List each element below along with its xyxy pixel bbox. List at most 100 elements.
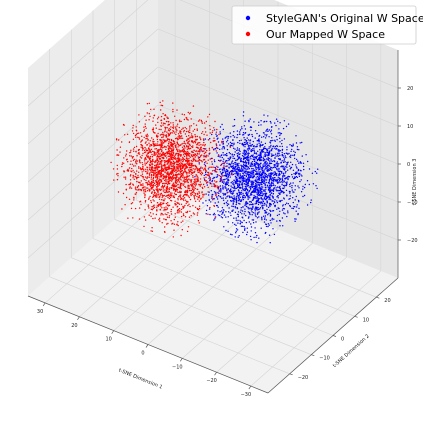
data-point: [287, 203, 289, 205]
data-point: [263, 179, 265, 181]
grid-line-y-floor: [71, 257, 312, 355]
data-point: [166, 216, 169, 218]
data-point: [257, 189, 260, 191]
data-point: [133, 150, 135, 152]
data-point: [202, 147, 205, 150]
data-point: [213, 205, 216, 207]
data-point: [244, 152, 247, 155]
data-point: [225, 211, 227, 213]
data-point: [204, 143, 206, 146]
data-point: [135, 145, 138, 148]
data-point: [253, 152, 256, 155]
data-point: [219, 211, 221, 213]
data-point: [213, 127, 215, 129]
data-point: [289, 191, 291, 193]
data-point: [180, 170, 183, 172]
data-point: [296, 176, 299, 179]
data-point: [223, 202, 225, 205]
data-point: [205, 200, 207, 202]
data-point: [212, 177, 214, 180]
data-point: [234, 167, 237, 169]
data-point: [161, 194, 163, 197]
data-point: [250, 144, 252, 146]
data-point: [260, 196, 262, 198]
data-point: [152, 117, 154, 119]
data-point: [167, 160, 169, 162]
data-point: [161, 207, 163, 209]
data-point: [129, 179, 132, 181]
data-point: [263, 204, 265, 206]
data-point: [145, 179, 147, 182]
data-point: [172, 111, 174, 113]
data-point: [142, 165, 144, 168]
data-point: [248, 147, 250, 149]
data-point: [135, 133, 137, 136]
data-point: [186, 173, 188, 175]
data-point: [272, 172, 274, 174]
data-point: [271, 219, 273, 221]
data-point: [251, 194, 253, 196]
data-point: [157, 165, 159, 167]
data-point: [262, 186, 264, 188]
data-point: [180, 234, 182, 237]
data-point: [265, 181, 267, 184]
data-point: [208, 208, 211, 210]
data-point: [156, 134, 158, 136]
data-point: [260, 152, 262, 154]
data-point: [140, 140, 143, 142]
data-point: [146, 144, 148, 146]
data-point: [210, 141, 212, 144]
data-point: [117, 175, 119, 177]
data-point: [182, 156, 184, 159]
data-point: [184, 169, 186, 171]
data-point: [159, 143, 161, 146]
data-point: [180, 197, 183, 200]
data-point: [287, 177, 289, 180]
data-point: [192, 142, 195, 144]
data-point: [220, 159, 222, 161]
data-point: [172, 126, 174, 129]
data-point: [163, 191, 166, 193]
data-point: [140, 184, 143, 186]
data-point: [301, 141, 303, 144]
data-point: [193, 181, 196, 184]
data-point: [250, 226, 253, 228]
data-point: [168, 127, 170, 130]
data-point: [234, 223, 236, 226]
data-point: [148, 188, 150, 191]
data-point: [243, 134, 245, 136]
data-point: [131, 202, 134, 204]
y-tick-label: −20: [298, 375, 309, 381]
data-point: [252, 171, 254, 173]
data-point: [285, 170, 287, 173]
data-point: [188, 143, 191, 145]
data-point: [164, 170, 166, 172]
data-point: [215, 168, 217, 171]
data-point: [297, 172, 299, 175]
data-point: [242, 172, 244, 174]
data-point: [157, 152, 160, 154]
data-point: [147, 155, 150, 157]
data-point: [183, 194, 186, 196]
data-point: [244, 143, 247, 146]
data-point: [164, 134, 166, 137]
data-point: [263, 193, 265, 195]
data-point: [266, 151, 269, 153]
data-point: [172, 206, 174, 208]
data-point: [160, 188, 163, 190]
data-point: [292, 169, 295, 171]
data-point: [241, 126, 243, 128]
data-point: [217, 214, 220, 216]
data-point: [224, 186, 226, 188]
data-point: [258, 175, 260, 177]
data-point: [228, 207, 230, 209]
data-point: [132, 169, 134, 172]
data-point: [282, 207, 284, 210]
data-point: [215, 193, 218, 195]
data-point: [166, 163, 168, 165]
data-point: [261, 178, 263, 180]
data-point: [197, 212, 199, 214]
grid-line-z-left: [27, 142, 159, 259]
data-point: [232, 125, 234, 127]
data-point: [268, 198, 270, 201]
